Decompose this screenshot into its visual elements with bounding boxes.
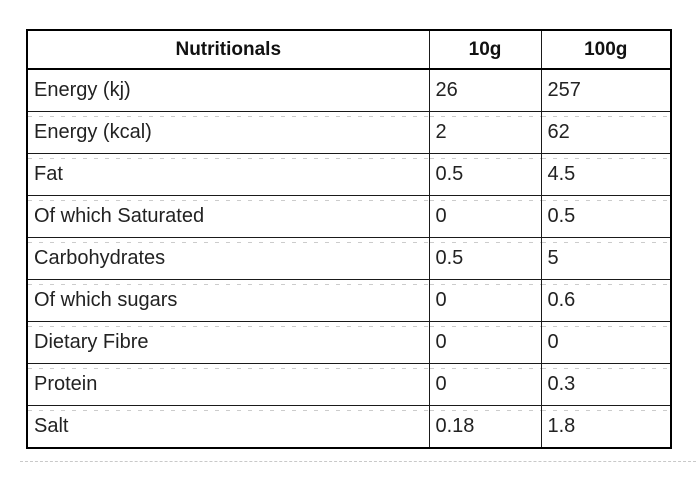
value-100g-cell: 257 — [540, 68, 672, 112]
table-row-carbohydrates: Carbohydrates 0.5 5 — [26, 237, 672, 280]
value-10g-cell: 26 — [428, 68, 542, 112]
table-row-sugars: Of which sugars 0 0.6 — [26, 279, 672, 322]
value-10g-cell: 0.5 — [428, 237, 542, 280]
table-row-dietary-fibre: Dietary Fibre 0 0 — [26, 321, 672, 364]
nutrient-label-cell: Salt — [26, 405, 430, 449]
nutrient-label-cell: Of which Saturated — [26, 195, 430, 238]
value-100g-cell: 1.8 — [540, 405, 672, 449]
table-row-protein: Protein 0 0.3 — [26, 363, 672, 406]
header-cell-100g: 100g — [540, 29, 672, 70]
value-10g-cell: 0.18 — [428, 405, 542, 449]
nutrition-table-container: Nutritionals 10g 100g Energy (kj) 26 257… — [26, 29, 672, 449]
nutrient-label-cell: Energy (kj) — [26, 68, 430, 112]
gridline-artifact — [20, 461, 696, 462]
value-100g-cell: 0.5 — [540, 195, 672, 238]
header-cell-nutritionals: Nutritionals — [26, 29, 430, 70]
value-10g-cell: 0 — [428, 321, 542, 364]
nutrient-label-cell: Protein — [26, 363, 430, 406]
header-row: Nutritionals 10g 100g — [26, 29, 672, 70]
value-10g-cell: 0 — [428, 363, 542, 406]
value-100g-cell: 62 — [540, 111, 672, 154]
nutrient-label-cell: Energy (kcal) — [26, 111, 430, 154]
table-row-salt: Salt 0.18 1.8 — [26, 405, 672, 449]
value-100g-cell: 0.3 — [540, 363, 672, 406]
value-10g-cell: 0.5 — [428, 153, 542, 196]
value-100g-cell: 0 — [540, 321, 672, 364]
nutrient-label-cell: Fat — [26, 153, 430, 196]
value-100g-cell: 4.5 — [540, 153, 672, 196]
table-row-energy-kcal: Energy (kcal) 2 62 — [26, 111, 672, 154]
value-10g-cell: 0 — [428, 279, 542, 322]
header-cell-10g: 10g — [428, 29, 542, 70]
nutrient-label-cell: Dietary Fibre — [26, 321, 430, 364]
nutrient-label-cell: Of which sugars — [26, 279, 430, 322]
value-100g-cell: 5 — [540, 237, 672, 280]
value-10g-cell: 0 — [428, 195, 542, 238]
table-row-energy-kj: Energy (kj) 26 257 — [26, 68, 672, 112]
table-row-saturated: Of which Saturated 0 0.5 — [26, 195, 672, 238]
nutrient-label-cell: Carbohydrates — [26, 237, 430, 280]
table-row-fat: Fat 0.5 4.5 — [26, 153, 672, 196]
nutrition-facts-table: Nutritionals 10g 100g Energy (kj) 26 257… — [26, 29, 672, 449]
value-10g-cell: 2 — [428, 111, 542, 154]
value-100g-cell: 0.6 — [540, 279, 672, 322]
